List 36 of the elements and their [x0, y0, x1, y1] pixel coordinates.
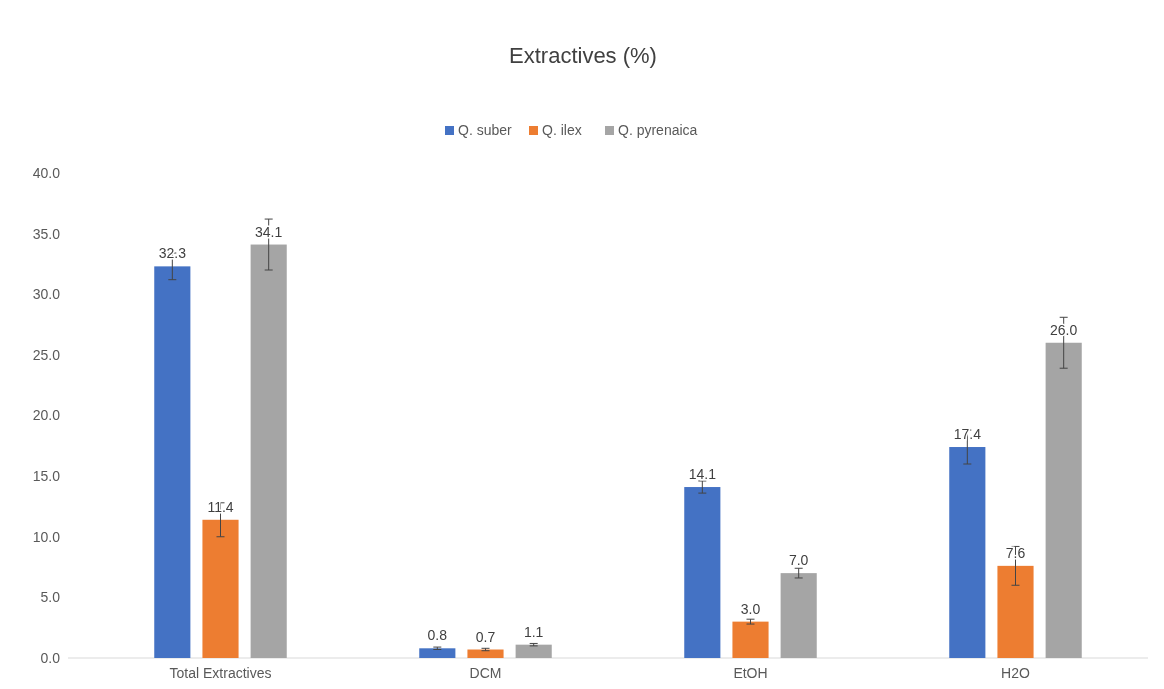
data-label: 3.0 — [740, 600, 761, 617]
x-tick-label: Total Extractives — [169, 665, 272, 681]
x-tick-label: DCM — [469, 665, 502, 681]
legend-label: Q. suber — [458, 122, 513, 138]
bar — [419, 648, 456, 658]
x-tick-label: EtOH — [733, 665, 768, 681]
bar — [949, 447, 986, 658]
data-label: 14.1 — [688, 466, 717, 483]
x-tick-label: H2O — [1001, 665, 1030, 681]
y-tick-label: 35.0 — [32, 225, 61, 242]
chart-title: Extractives (%) — [509, 43, 657, 68]
y-tick-label: 10.0 — [32, 528, 61, 545]
bar — [202, 519, 239, 658]
bar — [997, 565, 1034, 658]
y-tick-label: 25.0 — [32, 346, 61, 363]
y-tick-label: 15.0 — [32, 468, 61, 485]
y-tick-label: 20.0 — [32, 407, 61, 424]
data-label: 7.0 — [788, 552, 809, 569]
data-label: 1.1 — [523, 623, 544, 640]
y-tick-label: 5.0 — [40, 589, 61, 606]
legend-label: Q. pyrenaica — [618, 122, 698, 138]
data-label: 0.8 — [427, 627, 448, 644]
y-tick-label: 40.0 — [32, 164, 61, 181]
bar — [467, 649, 504, 658]
data-label: 32.3 — [158, 245, 187, 262]
bar — [515, 644, 552, 658]
data-label: 0.7 — [475, 628, 496, 645]
legend-label: Q. ilex — [542, 122, 582, 138]
y-tick-label: 0.0 — [40, 649, 61, 666]
bar — [780, 573, 817, 658]
bar — [250, 244, 287, 658]
y-tick-label: 30.0 — [32, 286, 61, 303]
bar — [154, 266, 191, 658]
bar — [732, 621, 769, 658]
bar — [1045, 342, 1082, 658]
bar — [684, 487, 721, 658]
